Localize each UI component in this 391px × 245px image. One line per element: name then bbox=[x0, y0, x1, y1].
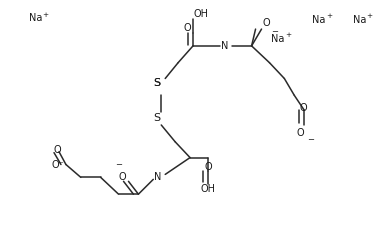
Text: O: O bbox=[299, 103, 307, 113]
Text: S: S bbox=[153, 113, 160, 123]
Text: O: O bbox=[118, 172, 126, 182]
Text: N: N bbox=[221, 41, 228, 51]
Text: O: O bbox=[262, 18, 270, 28]
Text: OH: OH bbox=[193, 9, 208, 19]
Text: O: O bbox=[53, 145, 61, 155]
Text: S: S bbox=[153, 78, 160, 88]
Text: Na: Na bbox=[29, 13, 42, 23]
Text: +: + bbox=[43, 12, 48, 18]
Text: +: + bbox=[285, 32, 291, 38]
Text: −: − bbox=[116, 160, 122, 169]
Text: O: O bbox=[183, 23, 191, 33]
Text: O⁻: O⁻ bbox=[51, 159, 64, 170]
Text: Na: Na bbox=[271, 34, 285, 44]
Text: N: N bbox=[154, 172, 161, 182]
Text: −: − bbox=[271, 27, 278, 37]
Text: +: + bbox=[367, 13, 373, 19]
Text: O: O bbox=[296, 128, 304, 138]
Text: S: S bbox=[153, 78, 160, 88]
Text: Na: Na bbox=[353, 14, 366, 24]
Text: Na: Na bbox=[312, 14, 325, 24]
Text: −: − bbox=[307, 135, 314, 144]
Text: OH: OH bbox=[201, 184, 216, 194]
Text: +: + bbox=[326, 13, 332, 19]
Text: O: O bbox=[205, 162, 213, 172]
